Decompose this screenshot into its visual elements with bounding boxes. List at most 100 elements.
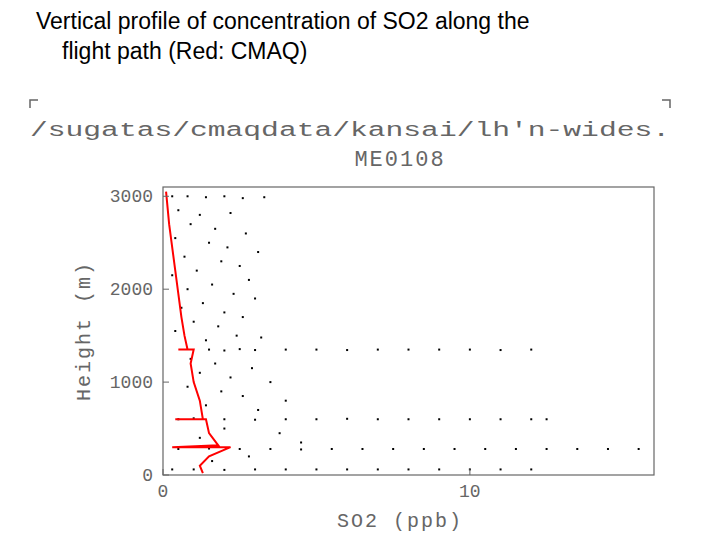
obs-point bbox=[484, 448, 486, 450]
obs-point bbox=[239, 265, 241, 267]
obs-point bbox=[233, 293, 235, 295]
obs-point bbox=[217, 325, 219, 327]
x-axis-label: SO2 (ppb) bbox=[337, 510, 463, 533]
plot-frame bbox=[163, 187, 654, 475]
x-tick-label: 10 bbox=[459, 482, 481, 502]
obs-point bbox=[285, 418, 287, 420]
obs-point bbox=[361, 448, 363, 450]
obs-point bbox=[177, 209, 179, 211]
obs-point bbox=[236, 335, 238, 337]
y-tick bbox=[163, 196, 169, 197]
annotation: /sugatas/cmaqdata/kansai/lh'n-wides. bbox=[30, 119, 670, 142]
obs-point bbox=[576, 448, 578, 450]
annotation: ME0108 bbox=[354, 148, 445, 173]
obs-point bbox=[199, 372, 201, 374]
obs-point bbox=[254, 349, 256, 351]
obs-point bbox=[285, 400, 287, 402]
obs-point bbox=[500, 349, 502, 351]
obs-point bbox=[171, 274, 173, 276]
obs-point bbox=[260, 337, 262, 339]
obs-point bbox=[530, 418, 532, 420]
model-line bbox=[166, 192, 230, 473]
y-tick-label: 1000 bbox=[110, 373, 153, 393]
obs-point bbox=[245, 232, 247, 234]
obs-point bbox=[220, 260, 222, 262]
y-tick bbox=[163, 382, 169, 383]
obs-point bbox=[202, 302, 204, 304]
obs-point bbox=[469, 418, 471, 420]
obs-point bbox=[254, 297, 256, 299]
obs-point bbox=[515, 448, 517, 450]
obs-point bbox=[285, 468, 287, 470]
obs-point bbox=[254, 419, 256, 421]
obs-point bbox=[239, 448, 241, 450]
plot-data bbox=[166, 192, 640, 473]
obs-point bbox=[208, 242, 210, 244]
obs-point bbox=[269, 448, 271, 450]
obs-point bbox=[242, 197, 244, 199]
obs-point bbox=[193, 468, 195, 470]
obs-point bbox=[500, 468, 502, 470]
obs-point bbox=[279, 432, 281, 434]
obs-point bbox=[254, 468, 256, 470]
obs-point bbox=[230, 376, 232, 378]
obs-point bbox=[530, 349, 532, 351]
obs-point bbox=[242, 316, 244, 318]
obs-point bbox=[242, 395, 244, 397]
obs-point bbox=[214, 228, 216, 230]
obs-point bbox=[408, 418, 410, 420]
obs-point bbox=[174, 330, 176, 332]
obs-point bbox=[211, 284, 213, 286]
obs-point bbox=[171, 195, 173, 197]
x-tick bbox=[469, 469, 470, 475]
obs-point bbox=[408, 349, 410, 351]
obs-point bbox=[223, 418, 225, 420]
obs-point bbox=[454, 448, 456, 450]
obs-point bbox=[315, 468, 317, 470]
obs-point bbox=[248, 455, 250, 457]
obs-point bbox=[500, 418, 502, 420]
obs-point bbox=[423, 448, 425, 450]
obs-point bbox=[177, 448, 179, 450]
obs-point bbox=[174, 237, 176, 239]
obs-point bbox=[438, 418, 440, 420]
obs-point bbox=[392, 448, 394, 450]
y-tick bbox=[163, 475, 169, 476]
obs-point bbox=[331, 448, 333, 450]
corner-mark bbox=[662, 100, 670, 108]
obs-point bbox=[187, 195, 189, 197]
obs-point bbox=[196, 270, 198, 272]
obs-point bbox=[346, 418, 348, 420]
obs-point bbox=[226, 246, 228, 248]
page: Vertical profile of concentration of SO2… bbox=[0, 0, 720, 540]
obs-point bbox=[223, 428, 225, 430]
obs-point bbox=[408, 468, 410, 470]
obs-point bbox=[223, 195, 225, 197]
obs-point bbox=[211, 460, 213, 462]
obs-point bbox=[220, 390, 222, 392]
obs-point bbox=[248, 279, 250, 281]
title: Vertical profile of concentration of SO2… bbox=[36, 6, 532, 66]
obs-point bbox=[530, 468, 532, 470]
obs-point bbox=[205, 404, 207, 406]
obs-point bbox=[193, 321, 195, 323]
obs-point bbox=[315, 349, 317, 351]
y-tick-label: 2000 bbox=[110, 280, 153, 300]
y-tick-label: 0 bbox=[142, 466, 153, 486]
corner-mark bbox=[30, 100, 38, 108]
obs-point bbox=[223, 350, 225, 352]
obs-point bbox=[285, 349, 287, 351]
obs-point bbox=[546, 418, 548, 420]
obs-point bbox=[438, 468, 440, 470]
y-axis-label: Height (m) bbox=[73, 261, 96, 401]
obs-point bbox=[183, 256, 185, 258]
obs-point bbox=[469, 349, 471, 351]
obs-point bbox=[257, 251, 259, 253]
obs-point bbox=[607, 448, 609, 450]
obs-point bbox=[263, 196, 265, 198]
x-tick-label: 0 bbox=[158, 482, 169, 502]
obs-point bbox=[638, 448, 640, 450]
x-tick bbox=[163, 469, 164, 475]
obs-point bbox=[199, 437, 201, 439]
obs-point bbox=[300, 448, 302, 450]
